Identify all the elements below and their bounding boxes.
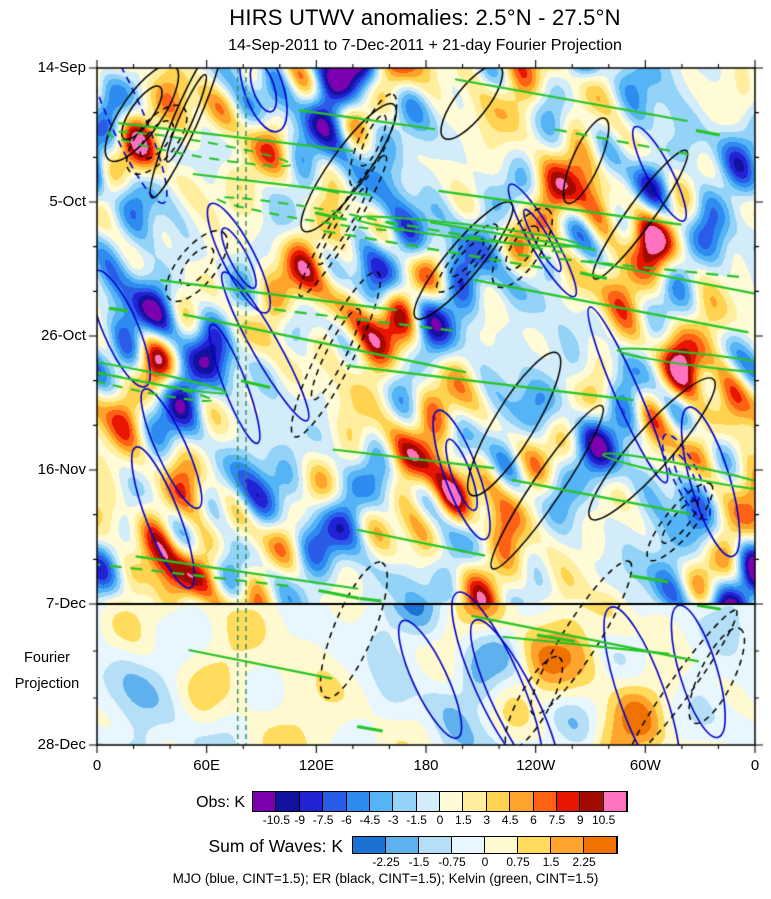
waves-colorbar: -2.25 -1.5 -0.75 0 0.75 1.5 2.25 [352, 836, 618, 869]
colorbar-cell [551, 837, 584, 853]
colorbar-cell [419, 837, 452, 853]
colorbar-tick-label: 6 [530, 813, 537, 827]
colorbar-tick-label: -6 [341, 813, 352, 827]
x-tick-label: 60E [193, 757, 221, 774]
waves-colorbar-label: Sum of Waves: K [208, 836, 343, 856]
colorbar-cell [276, 792, 300, 811]
colorbar-tick-label: -1.5 [408, 855, 430, 869]
x-tick-label: 60W [629, 757, 661, 774]
y-tick-label: 26-Oct [40, 327, 86, 344]
colorbar-cell [510, 792, 534, 811]
colorbar-cell [603, 792, 627, 811]
x-tick-label: 0 [92, 757, 102, 774]
colorbar-tick-label: 2.25 [572, 855, 596, 869]
colorbar-tick-label: 3 [483, 813, 491, 827]
chart-subtitle: 14-Sep-2011 to 7-Dec-2011 + 21-day Fouri… [228, 37, 622, 54]
colorbar-cell [393, 792, 417, 811]
colorbar-tick-label: 0 [436, 813, 444, 827]
colorbar-tick-label: -9 [294, 813, 306, 827]
colorbar-tick-label: 7.5 [548, 813, 566, 827]
x-tick-label: 120E [298, 757, 334, 774]
colorbar-tick-label: 1.5 [455, 813, 472, 827]
y-tick-label: 14-Sep [37, 59, 86, 76]
colorbar-cell [452, 837, 485, 853]
colorbar-tick-label: -0.75 [438, 855, 466, 869]
x-tick-label: 180 [413, 757, 439, 774]
obs-colorbar: -10.5 -9 -7.5 -6 -4.5 -3 -1.5 0 1.5 3 4.5 6 7.5 9 10.5 [252, 791, 628, 827]
y-tick-label: 28-Dec [37, 736, 86, 753]
y-tick-label: 16-Nov [37, 461, 86, 478]
colorbar-cell [369, 792, 394, 811]
colorbar-tick-label: -4.5 [359, 813, 381, 827]
colorbar-tick-label: 9 [576, 813, 584, 827]
colorbar-cell [353, 837, 386, 853]
fourier-projection-line: Projection [14, 676, 80, 692]
x-tick-label: 120W [516, 757, 556, 774]
colorbar-cell [346, 792, 370, 811]
x-tick-label: 0 [750, 757, 760, 774]
colorbar-cell [486, 792, 511, 811]
colorbar-cell [580, 792, 604, 811]
colorbar-tick-label: 0.75 [506, 855, 530, 869]
colorbar-cell [416, 792, 440, 811]
colorbar-tick-label: -3 [387, 813, 399, 827]
colorbar-tick-label: 4.5 [501, 813, 519, 827]
colorbar-tick-label: -10.5 [262, 813, 291, 827]
colorbar-cell [299, 792, 324, 811]
obs-colorbar-label: Obs: K [196, 794, 245, 811]
colorbar-tick-label: 1.5 [542, 855, 560, 869]
fourier-projection-line: Fourier [24, 650, 70, 666]
colorbar-cell [386, 837, 419, 853]
colorbar-tick-label: -7.5 [312, 813, 334, 827]
colorbar-cell [440, 792, 464, 811]
colorbar-cell [323, 792, 347, 811]
colorbar-tick-label: 0 [481, 855, 489, 869]
colorbar-cell [533, 792, 557, 811]
colorbar-cell [584, 837, 617, 853]
hovmoller-plot-canvas [85, 58, 765, 758]
colorbar-tick-label: -2.25 [372, 855, 400, 869]
colorbar-cell [253, 792, 277, 811]
colorbar-cell [556, 792, 581, 811]
colorbar-tick-label: -1.5 [406, 813, 427, 827]
colorbar-cell [518, 837, 551, 853]
colorbar-cell [485, 837, 518, 853]
colorbar-tick-label: 10.5 [591, 813, 616, 827]
chart-title: HIRS UTWV anomalies: 2.5°N - 27.5°N [229, 5, 621, 30]
colorbar-cell [463, 792, 487, 811]
y-tick-label: 5-Oct [49, 193, 86, 210]
fourier-projection-label: Fourier Projection [0, 645, 94, 697]
y-tick-label: 7-Dec [45, 595, 86, 612]
contour-legend-caption: MJO (blue, CINT=1.5); ER (black, CINT=1.… [172, 871, 599, 886]
